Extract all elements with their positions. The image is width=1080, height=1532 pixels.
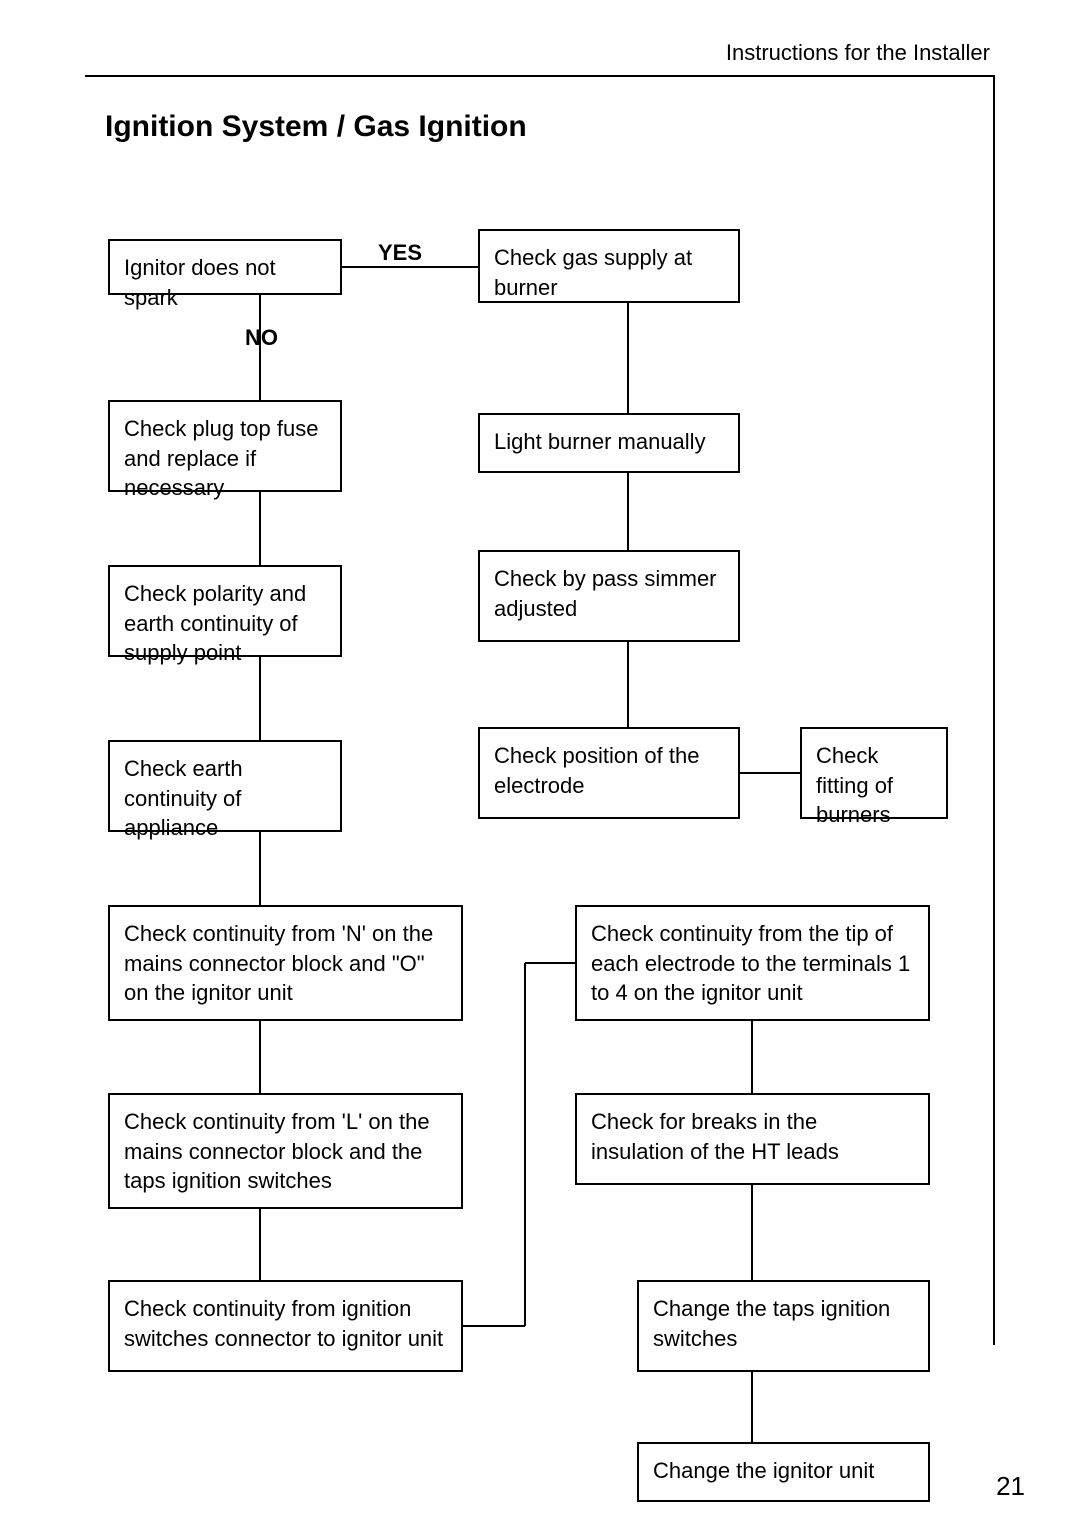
node-check-continuity-n: Check continuity from 'N' on the mains c… <box>108 905 463 1021</box>
node-change-ignitor-unit: Change the ignitor unit <box>637 1442 930 1502</box>
right-rule <box>993 75 995 1345</box>
node-change-taps-switches: Change the taps ignition switches <box>637 1280 930 1372</box>
node-check-electrode-position: Check position of the electrode <box>478 727 740 819</box>
page-number: 21 <box>996 1471 1025 1502</box>
node-check-ignition-switches: Check continuity from ignition switches … <box>108 1280 463 1372</box>
node-text: Check for breaks in the insulation of th… <box>591 1107 914 1166</box>
node-check-plug-top-fuse: Check plug top fuse and replace if neces… <box>108 400 342 492</box>
node-text: Change the ignitor unit <box>653 1456 874 1486</box>
node-text: Check continuity from the tip of each el… <box>591 919 914 1008</box>
node-text: Change the taps ignition switches <box>653 1294 914 1353</box>
node-text: Check earth continuity of appliance <box>124 754 326 843</box>
node-text: Check plug top fuse and replace if neces… <box>124 414 326 503</box>
node-check-fitting-burners: Check fitting of burners <box>800 727 948 819</box>
node-text: Check continuity from 'N' on the mains c… <box>124 919 447 1008</box>
node-text: Check gas supply at burner <box>494 243 724 302</box>
node-check-continuity-l: Check continuity from 'L' on the mains c… <box>108 1093 463 1209</box>
header-text: Instructions for the Installer <box>726 40 990 66</box>
node-text: Check fitting of burners <box>816 741 932 830</box>
node-check-polarity-earth: Check polarity and earth continuity of s… <box>108 565 342 657</box>
header-rule <box>85 75 995 77</box>
node-text: Check continuity from ignition switches … <box>124 1294 447 1353</box>
node-text: Check continuity from 'L' on the mains c… <box>124 1107 447 1196</box>
node-ignitor-does-not-spark: Ignitor does not spark <box>108 239 342 295</box>
node-check-ht-leads: Check for breaks in the insulation of th… <box>575 1093 930 1185</box>
node-text: Check polarity and earth continuity of s… <box>124 579 326 668</box>
node-check-earth-continuity: Check earth continuity of appliance <box>108 740 342 832</box>
node-light-burner-manually: Light burner manually <box>478 413 740 473</box>
section-title: Ignition System / Gas Ignition <box>105 110 527 144</box>
node-text: Ignitor does not spark <box>124 253 326 312</box>
page: Instructions for the Installer Ignition … <box>0 0 1080 1532</box>
edge-label-yes: YES <box>378 240 422 266</box>
node-check-gas-supply: Check gas supply at burner <box>478 229 740 303</box>
node-text: Check position of the electrode <box>494 741 724 800</box>
node-text: Check by pass simmer adjusted <box>494 564 724 623</box>
node-text: Light burner manually <box>494 427 706 457</box>
node-check-bypass-simmer: Check by pass simmer adjusted <box>478 550 740 642</box>
edge-label-no: NO <box>245 325 278 351</box>
node-check-continuity-electrode: Check continuity from the tip of each el… <box>575 905 930 1021</box>
